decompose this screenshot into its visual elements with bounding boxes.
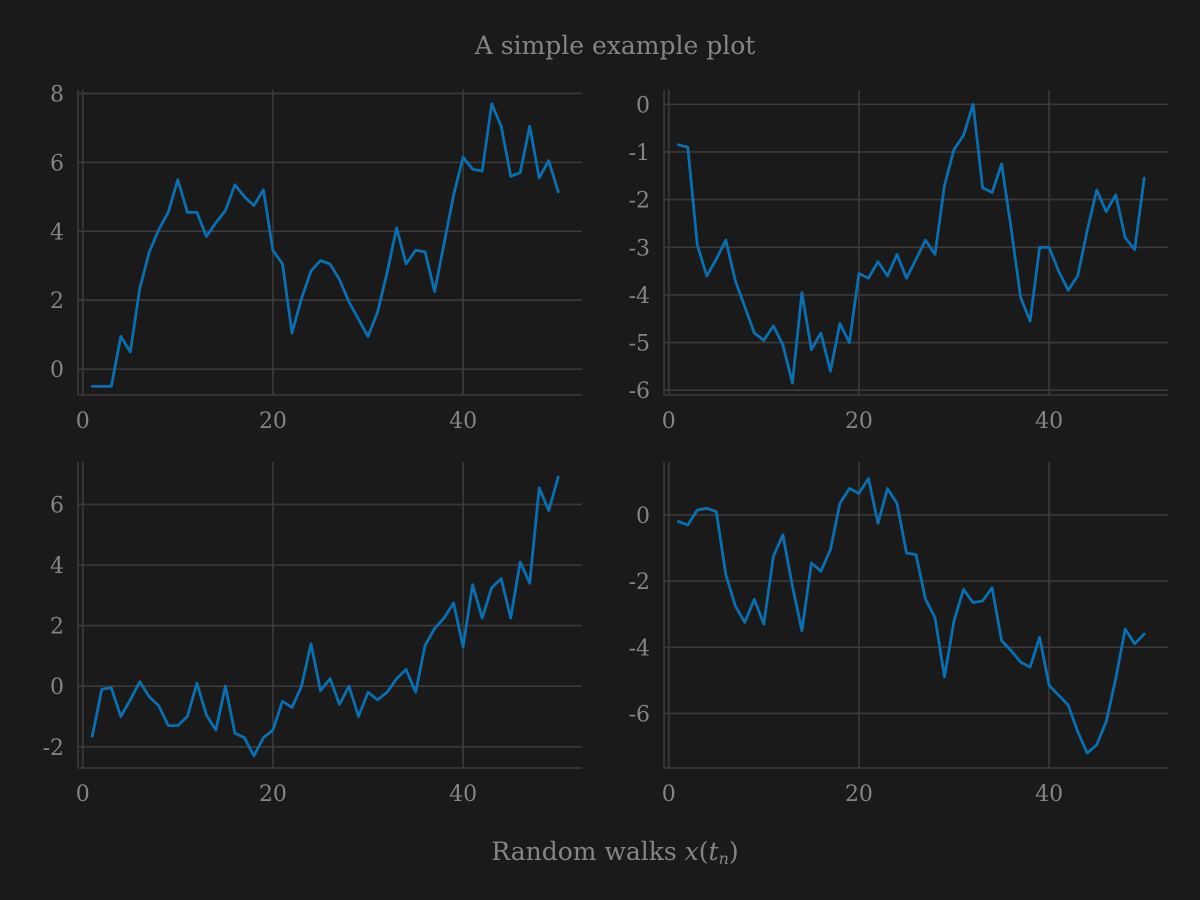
y-tick-label: 8 [50,82,64,107]
y-tick-label: 0 [636,93,650,118]
xlabel-prefix: Random walks [491,837,684,866]
series-line [676,102,1146,385]
x-tick-label: 20 [259,409,287,434]
x-tick-label: 40 [1035,409,1063,434]
y-tick-label: 2 [50,289,64,314]
xlabel-close-paren: ) [729,837,739,866]
y-tick-label: 0 [636,504,650,529]
y-tick-label: 4 [50,554,64,579]
subplot-top-left: 0 2 4 6 8 0 20 40 [50,82,582,434]
subplot-bottom-right: 0 -2 -4 -6 0 20 40 [629,462,1168,807]
x-tick-label: 0 [662,782,676,807]
y-tick-label: 2 [50,615,64,640]
xlabel-open-paren: ( [699,837,709,866]
x-tick-label: 40 [449,409,477,434]
xlabel-variable: x [685,837,699,866]
y-tick-label: 0 [50,358,64,383]
y-tick-label: -5 [629,332,650,357]
y-tick-label: -4 [629,636,650,661]
y-tick-label: 0 [50,675,64,700]
y-tick-label: -3 [629,236,650,261]
subplot-top-right: 0 -1 -2 -3 -4 -5 -6 0 20 40 [629,90,1168,434]
y-tick-label: 4 [50,220,64,245]
y-tick-label: -4 [629,284,650,309]
y-tick-label: -2 [43,736,64,761]
series-line [90,102,560,388]
y-tick-label: -2 [629,189,650,214]
series-line [90,475,560,758]
figure-xlabel: Random walks x(tn) [491,837,738,868]
series-line [676,477,1146,755]
x-tick-label: 40 [1035,782,1063,807]
x-tick-label: 20 [259,782,287,807]
y-tick-label: -1 [629,141,650,166]
x-tick-label: 0 [76,782,90,807]
x-tick-label: 20 [845,782,873,807]
x-tick-label: 0 [662,409,676,434]
y-tick-label: -2 [629,570,650,595]
xlabel-time: t [709,837,720,866]
y-tick-label: -6 [629,379,650,404]
figure-title: A simple example plot [474,31,756,60]
y-tick-label: -6 [629,702,650,727]
x-tick-label: 20 [845,409,873,434]
y-tick-label: 6 [50,151,64,176]
x-tick-label: 0 [76,409,90,434]
xlabel-subscript: n [719,849,729,868]
y-tick-label: 6 [50,493,64,518]
subplot-bottom-left: -2 0 2 4 6 0 20 40 [43,462,582,807]
x-tick-label: 40 [449,782,477,807]
